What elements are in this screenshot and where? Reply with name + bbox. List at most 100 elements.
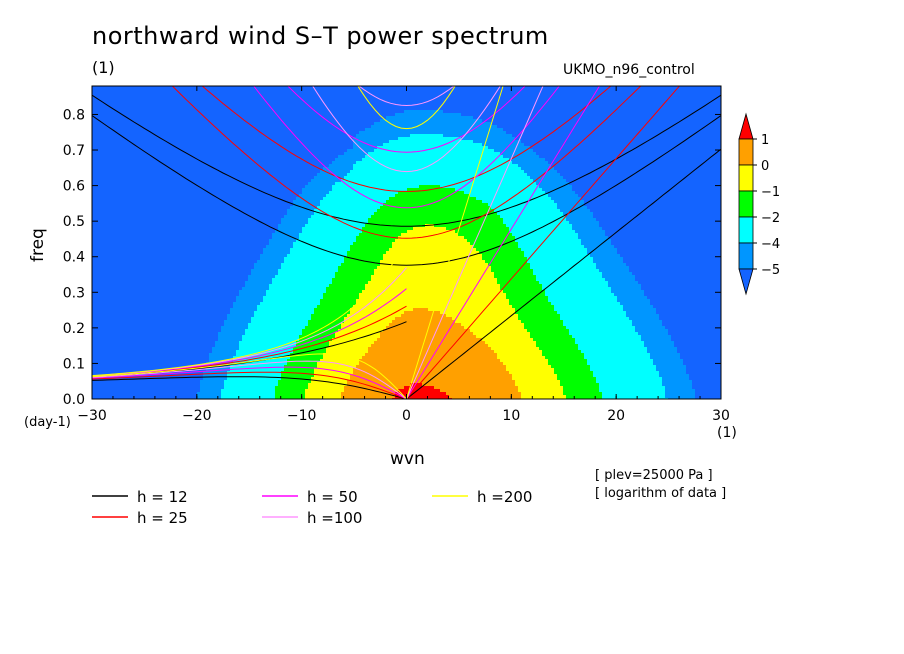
heat-cell [218,104,221,107]
heat-cell [101,128,104,131]
heat-cell [146,305,149,308]
heat-cell [113,227,116,230]
heat-cell [146,98,149,101]
heat-cell [113,314,116,317]
heat-cell [161,101,164,104]
heat-cell [191,278,194,281]
heat-cell [188,203,191,206]
heat-cell [137,215,140,218]
heat-cell [203,185,206,188]
heat-cell [167,101,170,104]
heat-cell [215,209,218,212]
heat-cell [146,359,149,362]
heat-cell [155,236,158,239]
heat-cell [92,278,95,281]
heat-cell [218,134,221,137]
heat-cell [212,209,215,212]
heat-cell [119,266,122,269]
heat-cell [206,182,209,185]
heat-cell [170,338,173,341]
heat-cell [176,287,179,290]
heat-cell [116,236,119,239]
heat-cell [122,212,125,215]
heat-cell [221,380,224,383]
heat-cell [221,161,224,164]
heat-cell [125,302,128,305]
heat-cell [185,272,188,275]
heat-cell [164,248,167,251]
heat-cell [221,215,224,218]
heat-cell [110,137,113,140]
heat-cell [149,350,152,353]
heat-cell [203,182,206,185]
heat-cell [188,290,191,293]
heat-cell [125,308,128,311]
heat-cell [209,128,212,131]
heat-cell [152,323,155,326]
heat-cell [188,386,191,389]
heat-cell [215,179,218,182]
heat-cell [95,350,98,353]
heat-cell [203,242,206,245]
heat-cell [101,110,104,113]
heat-cell [110,311,113,314]
heat-cell [167,296,170,299]
heat-cell [215,386,218,389]
heat-cell [215,227,218,230]
heat-cell [125,272,128,275]
heat-cell [131,362,134,365]
heat-cell [155,314,158,317]
heat-cell [119,170,122,173]
heat-cell [107,185,110,188]
heat-cell [98,293,101,296]
heat-cell [182,359,185,362]
heat-cell [95,152,98,155]
heat-cell [122,284,125,287]
heat-cell [110,236,113,239]
heat-cell [179,236,182,239]
heat-cell [185,245,188,248]
heat-cell [110,152,113,155]
heat-cell [158,185,161,188]
heat-cell [170,263,173,266]
heat-cell [137,107,140,110]
heat-cell [146,242,149,245]
heat-cell [170,197,173,200]
heat-cell [143,266,146,269]
heat-cell [206,134,209,137]
heat-cell [128,257,131,260]
heat-cell [182,197,185,200]
heat-cell [113,233,116,236]
heat-cell [143,293,146,296]
heat-cell [227,251,230,254]
heat-cell [197,290,200,293]
heat-cell [227,299,230,302]
heat-cell [203,350,206,353]
heat-cell [146,146,149,149]
heat-cell [173,356,176,359]
heat-cell [149,260,152,263]
heat-cell [143,299,146,302]
heat-cell [215,122,218,125]
heat-cell [125,170,128,173]
heat-cell [170,218,173,221]
heat-cell [215,221,218,224]
heat-cell [110,173,113,176]
heat-cell [122,368,125,371]
heat-cell [116,224,119,227]
heat-cell [209,212,212,215]
heat-cell [167,359,170,362]
heat-cell [95,206,98,209]
heat-cell [146,344,149,347]
heat-cell [128,314,131,317]
heat-cell [167,239,170,242]
heat-cell [167,248,170,251]
heat-cell [149,257,152,260]
heat-cell [215,257,218,260]
heat-cell [230,194,233,197]
heat-cell [101,236,104,239]
heat-cell [98,272,101,275]
heat-cell [215,323,218,326]
heat-cell [176,353,179,356]
heat-cell [101,281,104,284]
